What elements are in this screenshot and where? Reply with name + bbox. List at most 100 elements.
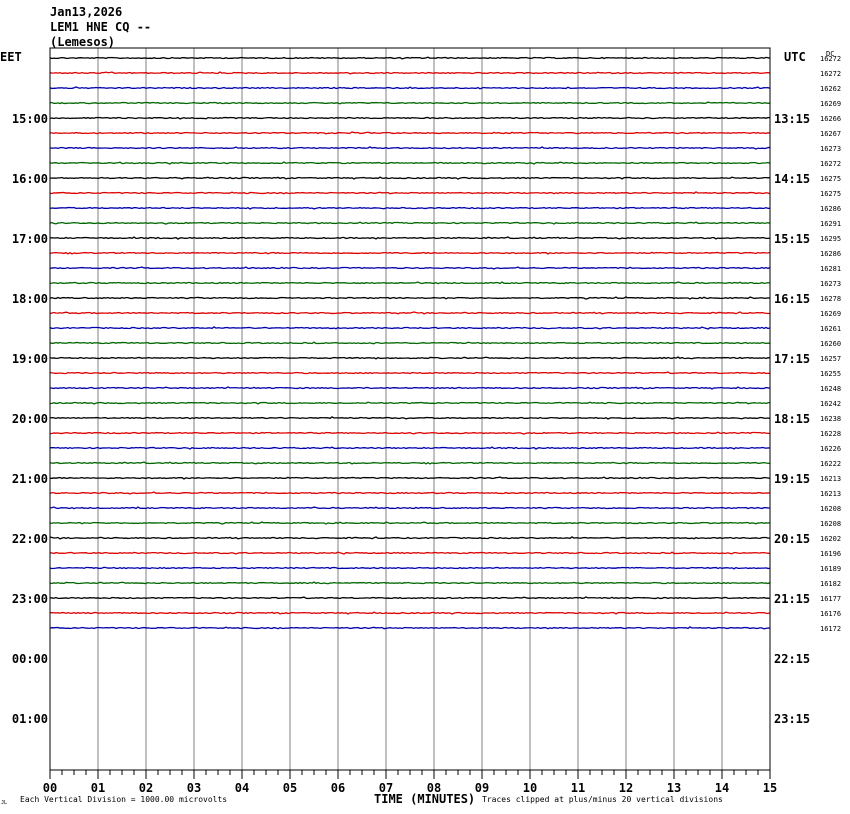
trace-row-21 [49,371,771,375]
eet-hour-label: 19:00 [12,352,48,366]
x-tick-label: 09 [475,781,489,795]
trace-dc-value: 16222 [820,460,841,468]
eet-hour-label: 23:00 [12,592,48,606]
time-gridlines [97,48,723,770]
eet-hour-label: 15:00 [12,112,48,126]
trace-dc-value: 16272 [820,55,841,63]
x-tick-label: 04 [235,781,249,795]
trace-dc-value: 16202 [820,535,841,543]
trace-dc-value: 16248 [820,385,841,393]
trace-row-6 [49,146,771,150]
trace-row-17 [49,311,771,315]
trace-dc-value: 16260 [820,340,841,348]
x-axis-title: TIME (MINUTES) [374,792,475,806]
trace-dc-value: 16273 [820,145,841,153]
eet-hour-label: 21:00 [12,472,48,486]
trace-row-33 [49,551,771,555]
eet-hour-label: 01:00 [12,712,48,726]
trace-row-24 [49,416,771,420]
trace-dc-value: 16278 [820,295,841,303]
trace-row-12 [49,236,771,240]
x-tick-label: 08 [427,781,441,795]
eet-hour-label: 17:00 [12,232,48,246]
trace-row-18 [49,326,771,330]
eet-hour-label: 00:00 [12,652,48,666]
trace-dc-value: 16176 [820,610,841,618]
utc-hour-label: 15:15 [774,232,810,246]
trace-row-14 [49,266,771,270]
trace-row-38 [49,626,771,630]
trace-row-22 [49,386,771,390]
scale-note: Each Vertical Division = 1000.00 microvo… [20,795,227,804]
trace-row-8 [49,176,771,180]
x-axis-ticks: 00 01 02 03 04 05 06 07 08 09 10 11 12 13 14 15 [43,770,777,795]
seismic-traces: 16272 16272 16262 16269 16266 16267 16273 16272… [49,55,841,633]
utc-hour-label: 19:15 [774,472,810,486]
utc-hour-label: 13:15 [774,112,810,126]
x-tick-label: 00 [43,781,57,795]
utc-hour-label: 22:15 [774,652,810,666]
trace-row-3 [49,101,771,105]
trace-dc-value: 16262 [820,85,841,93]
trace-row-20 [49,356,771,360]
trace-row-2 [49,86,771,90]
utc-hour-label: 14:15 [774,172,810,186]
trace-dc-value: 16242 [820,400,841,408]
eet-hour-label: 16:00 [12,172,48,186]
header-date: Jan13,2026 [50,5,122,19]
trace-dc-value: 16255 [820,370,841,378]
trace-dc-value: 16272 [820,70,841,78]
eet-hour-label: 18:00 [12,292,48,306]
trace-dc-value: 16295 [820,235,841,243]
corner-mark: JL [1,800,7,806]
trace-dc-value: 16272 [820,160,841,168]
trace-row-0 [49,56,771,60]
trace-row-30 [49,506,771,510]
utc-hour-label: 16:15 [774,292,810,306]
trace-row-4 [49,116,771,120]
trace-row-13 [49,251,771,255]
x-tick-label: 03 [187,781,201,795]
trace-row-29 [49,491,771,495]
x-tick-label: 14 [715,781,729,795]
trace-row-31 [49,521,771,525]
trace-row-34 [49,566,771,570]
eet-hour-label: 22:00 [12,532,48,546]
trace-dc-value: 16213 [820,490,841,498]
trace-dc-value: 16238 [820,415,841,423]
trace-dc-value: 16228 [820,430,841,438]
trace-row-7 [49,161,771,165]
x-tick-label: 11 [571,781,585,795]
header-location: (Lemesos) [50,35,115,49]
trace-dc-value: 16281 [820,265,841,273]
trace-row-1 [49,71,771,75]
trace-row-25 [49,431,771,435]
utc-hour-label: 23:15 [774,712,810,726]
trace-row-9 [49,191,771,195]
trace-dc-value: 16182 [820,580,841,588]
utc-hour-label: 17:15 [774,352,810,366]
utc-hour-label: 18:15 [774,412,810,426]
x-tick-label: 07 [379,781,393,795]
trace-dc-value: 16269 [820,100,841,108]
trace-dc-value: 16275 [820,190,841,198]
trace-row-26 [49,446,771,450]
trace-dc-value: 16261 [820,325,841,333]
trace-dc-value: 16286 [820,250,841,258]
trace-row-10 [49,206,771,210]
header-station: LEM1 HNE CQ -- [50,20,151,34]
eet-hour-label: 20:00 [12,412,48,426]
trace-row-32 [49,536,771,540]
utc-hour-label: 20:15 [774,532,810,546]
x-tick-label: 15 [763,781,777,795]
right-zone-label: UTC [784,50,806,64]
trace-dc-value: 16172 [820,625,841,633]
trace-dc-value: 16275 [820,175,841,183]
trace-row-35 [49,581,771,585]
trace-dc-value: 16269 [820,310,841,318]
trace-dc-value: 16196 [820,550,841,558]
trace-row-27 [49,461,771,465]
trace-row-37 [49,611,771,615]
trace-dc-value: 16266 [820,115,841,123]
clip-note: Traces clipped at plus/minus 20 vertical… [482,795,723,804]
